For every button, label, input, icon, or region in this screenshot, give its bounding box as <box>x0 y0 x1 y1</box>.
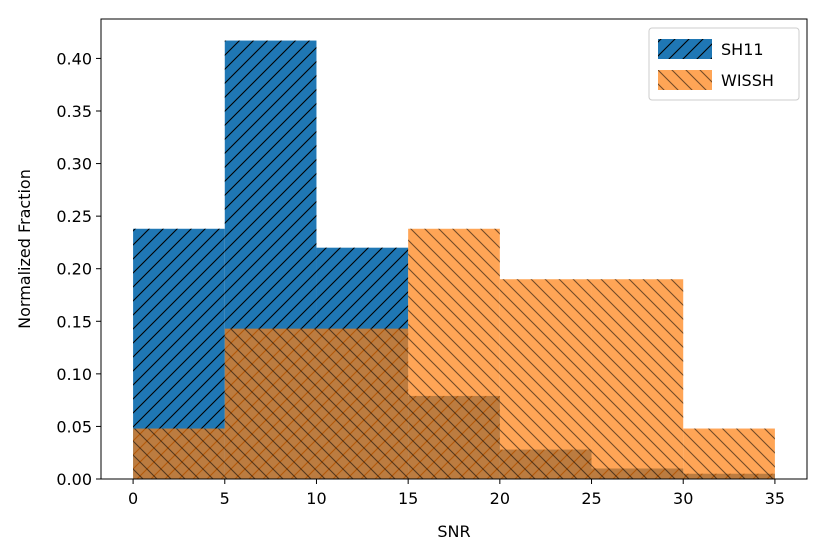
x-tick-label: 30 <box>673 489 693 508</box>
bar-hatch-wissh-3 <box>408 228 500 479</box>
legend-item-sh11: SH11 <box>658 39 764 59</box>
bar-hatch-wissh-0 <box>133 428 225 479</box>
x-tick-label: 35 <box>765 489 785 508</box>
legend-label: WISSH <box>721 71 774 90</box>
legend-swatch-hatch <box>658 70 712 90</box>
plot-frame <box>100 18 808 480</box>
y-tick-label: 0.20 <box>56 260 92 279</box>
y-tick-label: 0.30 <box>56 155 92 174</box>
x-axis-label: SNR <box>437 522 470 541</box>
x-axis: 0 5 10 15 20 25 30 35 <box>128 479 785 508</box>
legend-swatch-hatch <box>658 39 712 59</box>
bar-hatch-wissh-5 <box>591 279 684 479</box>
x-tick-label: 0 <box>128 489 138 508</box>
x-tick-label: 25 <box>581 489 601 508</box>
bar-hatch-wissh-6 <box>683 428 775 479</box>
x-tick-label: 10 <box>306 489 326 508</box>
bar-hatch-wissh-2 <box>316 328 409 479</box>
y-tick-label: 0.10 <box>56 365 92 384</box>
bar-hatch-wissh-4 <box>499 279 592 479</box>
series-wissh <box>133 228 775 479</box>
x-tick-label: 20 <box>490 489 510 508</box>
y-tick-label: 0.40 <box>56 49 92 68</box>
y-tick-label: 0.05 <box>56 417 92 436</box>
legend-item-wissh: WISSH <box>658 70 774 90</box>
y-axis-label: Normalized Fraction <box>15 169 34 329</box>
y-tick-label: 0.15 <box>56 312 92 331</box>
y-tick-label: 0.00 <box>56 470 92 489</box>
y-tick-label: 0.25 <box>56 207 92 226</box>
x-tick-label: 15 <box>398 489 418 508</box>
bars-layer <box>133 40 775 479</box>
legend-label: SH11 <box>721 40 764 59</box>
x-tick-label: 5 <box>220 489 230 508</box>
y-axis: 0.00 0.05 0.10 0.15 0.20 0.25 0.30 0.35 0.40 <box>56 49 101 489</box>
bar-hatch-wissh-1 <box>224 328 317 479</box>
legend: SH11 WISSH <box>648 27 800 101</box>
y-tick-label: 0.35 <box>56 102 92 121</box>
